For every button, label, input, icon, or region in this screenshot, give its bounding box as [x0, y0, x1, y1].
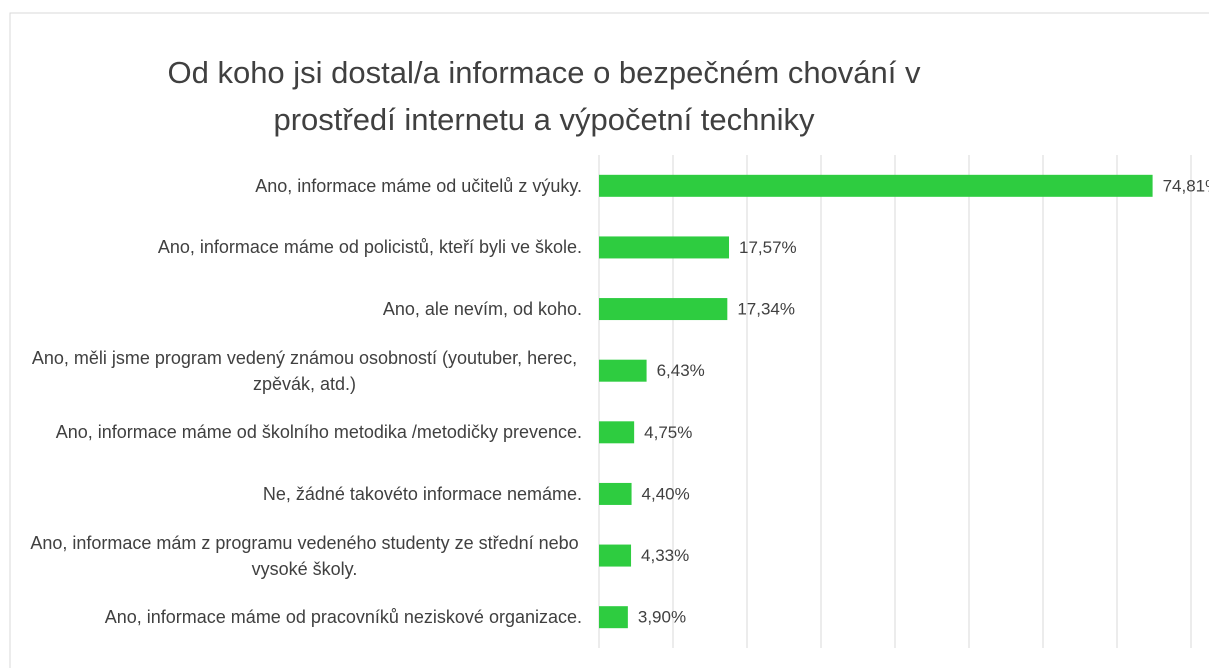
data-label: 4,33%	[641, 546, 689, 565]
category-label-box: Ano, informace máme od učitelů z výuky.	[255, 156, 582, 216]
chart-border	[9, 12, 1209, 668]
category-label-box: Ne, žádné takovéto informace nemáme.	[263, 464, 582, 524]
category-label-box: Ano, informace máme od školního metodika…	[56, 402, 582, 462]
data-label: 4,75%	[644, 423, 692, 442]
data-label: 74,81%	[1163, 176, 1209, 195]
y-tick-label: Ano, informace mám z programu vedeného s…	[30, 532, 579, 579]
y-tick-label: Ano, informace máme od policistů, kteří …	[157, 237, 582, 258]
bar	[599, 174, 1153, 197]
y-tick-label: Ano, informace máme od pracovníků nezisk…	[104, 607, 582, 628]
y-tick-label: Ano, měli jsme program vedený známou oso…	[31, 347, 578, 394]
chart-title: Od koho jsi dostal/a informace o bezpečn…	[167, 55, 921, 90]
bar	[599, 236, 730, 259]
bar	[599, 482, 632, 505]
category-label-box: Ano, informace máme od policistů, kteří …	[158, 217, 582, 277]
chart-title: prostředí internetu a výpočetní techniky	[273, 102, 815, 137]
y-tick-label: Ano, informace máme od školního metodika…	[55, 422, 582, 443]
bar	[599, 606, 628, 629]
bar	[599, 421, 635, 444]
category-label-box: Ano, ale nevím, od koho.	[383, 279, 582, 339]
data-label: 17,34%	[737, 300, 795, 319]
bar	[599, 359, 647, 382]
data-label: 6,43%	[657, 361, 705, 380]
category-label-box: Ano, informace mám z programu vedeného s…	[27, 526, 582, 586]
y-tick-label: Ne, žádné takovéto informace nemáme.	[262, 483, 582, 504]
y-tick-label: Ano, ale nevím, od koho.	[382, 299, 582, 320]
data-label: 3,90%	[638, 608, 686, 627]
y-tick-label: Ano, informace máme od učitelů z výuky.	[255, 175, 582, 196]
bar	[599, 298, 728, 321]
category-label-box: Ano, měli jsme program vedený známou oso…	[27, 341, 582, 401]
data-label: 4,40%	[642, 484, 690, 503]
bar	[599, 544, 632, 567]
data-label: 17,57%	[739, 238, 797, 257]
category-label-box: Ano, informace máme od pracovníků nezisk…	[105, 587, 582, 647]
